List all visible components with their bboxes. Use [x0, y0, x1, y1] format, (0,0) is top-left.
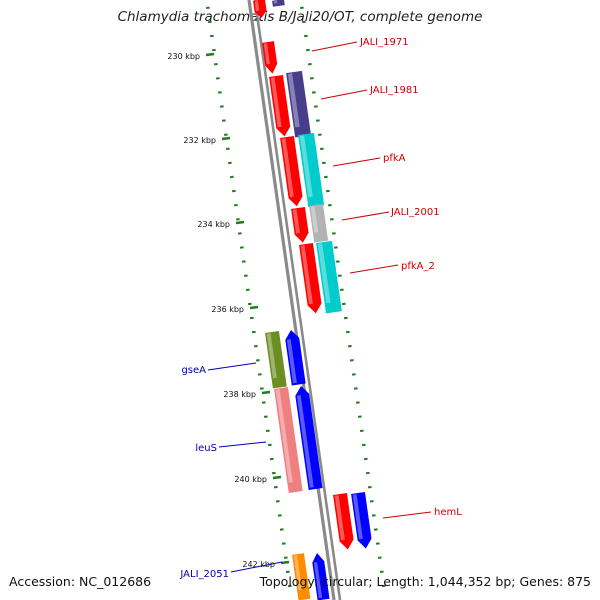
- leader-line: [320, 89, 368, 100]
- gene-cyan-pfka-2: [316, 240, 342, 314]
- leader-line: [341, 211, 390, 221]
- gene-navy-top: [272, 0, 285, 7]
- gene-label-leus: leuS: [195, 443, 217, 454]
- gene-label-jali-1981: JALI_1981: [369, 85, 419, 96]
- gene-label-pfka-2: pfkA_2: [401, 261, 435, 272]
- kbp-tick-mark: [221, 136, 231, 141]
- gene-red: [291, 207, 309, 243]
- gene-red: [299, 243, 322, 314]
- genome-title: Chlamydia trachomatis B/Jali20/OT, compl…: [117, 9, 483, 25]
- gene-gray-jali-2001: [309, 204, 329, 243]
- kbp-tick-label: 232 kbp: [183, 136, 216, 145]
- gene-cyan-pfka: [298, 132, 325, 208]
- kbp-tick-label: 236 kbp: [211, 305, 244, 314]
- gene-label-jali-2051: JALI_2051: [179, 569, 229, 580]
- kbp-ticks: 230 kbp 232 kbp 234 kbp 236 kbp 238 kbp …: [167, 52, 290, 569]
- gene-red: [333, 493, 354, 550]
- gene-blue: [312, 553, 330, 600]
- feature-labels: JALI_1971 JALI_1981 pfkA JALI_2001 pfkA_…: [179, 37, 462, 580]
- gene-blue: [285, 330, 306, 386]
- accession-label: Accession: NC_012686: [9, 574, 152, 589]
- kbp-tick-mark: [205, 52, 215, 57]
- gene-red-top: [253, 0, 267, 18]
- gene-label-gsea: gseA: [181, 365, 206, 376]
- leader-line: [230, 561, 283, 573]
- gene-label-jali-2001: JALI_2001: [390, 207, 440, 218]
- leader-line: [207, 362, 257, 371]
- tick-dot-track: [206, 6, 386, 588]
- kbp-tick-mark: [249, 305, 259, 310]
- gene-label-heml: hemL: [434, 507, 462, 518]
- gene-navy-jali-1981: [286, 70, 312, 138]
- kbp-tick-mark: [272, 475, 282, 480]
- kbp-tick-mark: [261, 390, 271, 395]
- kbp-tick-mark: [280, 560, 290, 565]
- gene-features: [253, 0, 372, 600]
- kbp-tick-label: 230 kbp: [167, 52, 200, 61]
- leader-line: [311, 41, 358, 52]
- kbp-tick-mark: [235, 220, 245, 225]
- leader-line: [218, 441, 267, 448]
- kbp-tick-label: 240 kbp: [234, 475, 267, 484]
- leader-line: [349, 264, 399, 274]
- kbp-tick-label: 238 kbp: [223, 390, 256, 399]
- gene-red: [269, 75, 291, 137]
- gene-red: [280, 136, 303, 207]
- kbp-tick-label: 234 kbp: [197, 220, 230, 229]
- gene-salmon-leus: [274, 387, 303, 493]
- gene-olive-gsea: [265, 331, 287, 389]
- leader-line: [332, 157, 381, 167]
- gene-blue-heml: [351, 492, 372, 549]
- genome-summary: Topology: circular; Length: 1,044,352 bp…: [259, 574, 591, 589]
- kbp-tick-label: 242 kbp: [242, 560, 275, 569]
- gene-orange-jali-2051: [292, 553, 311, 600]
- gene-red-jali-1971: [262, 41, 278, 74]
- gene-label-pfka: pfkA: [383, 153, 406, 164]
- gene-label-jali-1971: JALI_1971: [359, 37, 409, 48]
- gene-blue: [295, 386, 323, 490]
- leader-line: [382, 511, 432, 519]
- genome-backbone: [247, 0, 342, 600]
